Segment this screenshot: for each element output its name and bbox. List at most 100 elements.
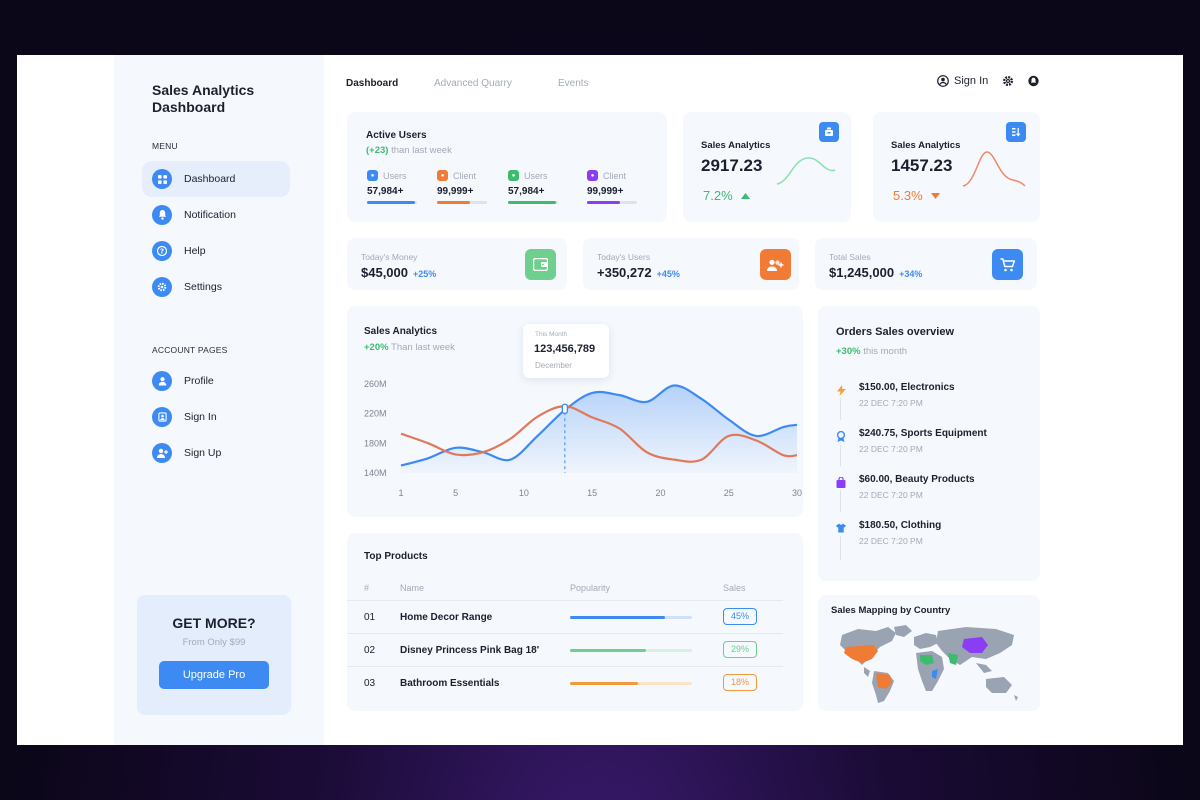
divider xyxy=(347,666,783,667)
arrow-up-icon xyxy=(740,192,750,199)
stat-value: +350,272 xyxy=(597,265,652,280)
stat-progress xyxy=(587,201,637,204)
order-text: $180.50, Clothing xyxy=(859,520,942,531)
order-item[interactable]: $240.75, Sports Equipment 22 DEC 7:20 PM xyxy=(836,428,987,454)
country-egypt[interactable] xyxy=(920,655,934,665)
sparkline-down xyxy=(962,151,1026,187)
map-title: Sales Mapping by Country xyxy=(831,605,951,616)
chart-delta-suffix: Than last week xyxy=(391,342,455,353)
col-header-name: Name xyxy=(400,583,425,593)
sidebar-item-help[interactable]: ? Help xyxy=(142,233,290,269)
timeline-line xyxy=(840,444,841,466)
upgrade-pro-button[interactable]: Upgrade Pro xyxy=(159,661,269,689)
row-number: 01 xyxy=(364,612,376,623)
sidebar-item-settings[interactable]: Settings xyxy=(142,269,290,305)
order-text: $60.00, Beauty Products xyxy=(859,474,975,485)
wallet-icon[interactable] xyxy=(525,249,556,280)
sales-analytics-pct: 7.2% xyxy=(703,188,750,203)
sales-badge: 18% xyxy=(723,674,757,691)
stat-value: $45,000 xyxy=(361,265,408,280)
sidebar-item-dashboard[interactable]: Dashboard xyxy=(142,161,290,197)
y-tick-label: 140M xyxy=(364,468,387,478)
bolt-icon xyxy=(836,384,846,396)
tooltip-label: This Month xyxy=(535,331,568,338)
menu-heading: MENU xyxy=(152,141,178,151)
stat-label: Today's Money xyxy=(361,252,418,262)
sidebar-item-sign-up[interactable]: Sign Up xyxy=(142,435,290,471)
scale-icon[interactable] xyxy=(819,122,839,142)
question-icon: ? xyxy=(152,241,172,261)
gear-icon[interactable] xyxy=(1002,75,1014,87)
promo-subtitle: From Only $99 xyxy=(182,637,246,648)
stat-progress-fill xyxy=(367,201,415,204)
stat-progress-fill xyxy=(508,201,556,204)
popularity-fill xyxy=(570,682,639,685)
stat-progress xyxy=(437,201,487,204)
tooltip-sub: December xyxy=(535,361,572,370)
stat-value: 57,984+ xyxy=(367,186,404,197)
x-tick-label: 20 xyxy=(655,488,665,498)
series-line-2 xyxy=(400,405,798,463)
sidebar-item-notification[interactable]: Notification xyxy=(142,197,290,233)
active-users-stat: ● Users 57,984+ xyxy=(367,170,427,204)
divider xyxy=(347,600,783,601)
order-item[interactable]: $180.50, Clothing 22 DEC 7:20 PM xyxy=(836,520,941,546)
svg-text:?: ? xyxy=(160,248,164,256)
stat-value: 57,984+ xyxy=(508,186,545,197)
sales-badge: 29% xyxy=(723,641,757,658)
orders-delta: +30% xyxy=(836,346,861,357)
cart-icon[interactable] xyxy=(992,249,1023,280)
active-users-card: Active Users (+23) than last week ● Users… xyxy=(347,112,667,222)
order-time: 22 DEC 7:20 PM xyxy=(859,490,923,500)
sales-map-card: Sales Mapping by Country xyxy=(818,595,1040,711)
order-text: $150.00, Electronics xyxy=(859,382,955,393)
users-add-icon[interactable] xyxy=(760,249,791,280)
order-item[interactable]: $60.00, Beauty Products 22 DEC 7:20 PM xyxy=(836,474,975,500)
active-users-delta-suffix: than last week xyxy=(391,145,452,156)
sidebar-item-label: Profile xyxy=(184,375,214,387)
tab-events[interactable]: Events xyxy=(558,78,589,89)
chart-title: Sales Analytics xyxy=(364,326,438,337)
country-brazil[interactable] xyxy=(876,673,892,689)
bell-icon[interactable] xyxy=(1028,75,1039,87)
country-usa[interactable] xyxy=(844,645,878,663)
todays-users-card: Today's Users +350,272 +45% xyxy=(583,238,799,290)
active-users-delta: (+23) xyxy=(366,145,389,156)
tab-advanced-quarry[interactable]: Advanced Quarry xyxy=(434,78,512,89)
sidebar-item-sign-in[interactable]: Sign In xyxy=(142,399,290,435)
top-right-actions: Sign In xyxy=(937,75,1039,87)
brand-line-2: Dashboard xyxy=(152,99,226,115)
order-time: 22 DEC 7:20 PM xyxy=(859,444,923,454)
sign-in-link[interactable]: Sign In xyxy=(937,75,988,87)
order-item[interactable]: $150.00, Electronics 22 DEC 7:20 PM xyxy=(836,382,955,408)
tab-dashboard[interactable]: Dashboard xyxy=(346,78,399,89)
sidebar: Sales Analytics Dashboard MENU Dashboard… xyxy=(114,55,324,745)
chart-tooltip: This Month 123,456,789 December xyxy=(523,324,609,378)
product-name: Bathroom Essentials xyxy=(400,678,500,689)
app-window: Sales Analytics Dashboard MENU Dashboard… xyxy=(17,55,1183,745)
country-east-africa[interactable] xyxy=(932,669,938,679)
row-number: 03 xyxy=(364,678,376,689)
stat-delta: +34% xyxy=(899,269,923,279)
sidebar-item-label: Sign Up xyxy=(184,447,222,459)
stat-value: $1,245,000 xyxy=(829,265,895,280)
series-line-1 xyxy=(400,384,798,467)
world-map[interactable] xyxy=(836,625,1022,705)
signin-icon xyxy=(152,407,172,427)
bell-icon xyxy=(152,205,172,225)
col-header-sales: Sales xyxy=(723,583,746,593)
y-tick-label: 260M xyxy=(364,379,387,389)
order-time: 22 DEC 7:20 PM xyxy=(859,398,923,408)
country-china[interactable] xyxy=(962,637,988,653)
sort-icon[interactable] xyxy=(1006,122,1026,142)
pct-value: 5.3% xyxy=(893,188,923,203)
active-users-delta-line: (+23) than last week xyxy=(366,145,452,156)
top-products-card: Top Products # Name Popularity Sales 01 … xyxy=(347,533,803,711)
popularity-bar xyxy=(570,649,692,652)
sidebar-item-profile[interactable]: Profile xyxy=(142,363,290,399)
pct-value: 7.2% xyxy=(703,188,733,203)
country-india[interactable] xyxy=(948,653,958,665)
series-area xyxy=(401,385,797,473)
arrow-down-icon xyxy=(930,192,940,199)
